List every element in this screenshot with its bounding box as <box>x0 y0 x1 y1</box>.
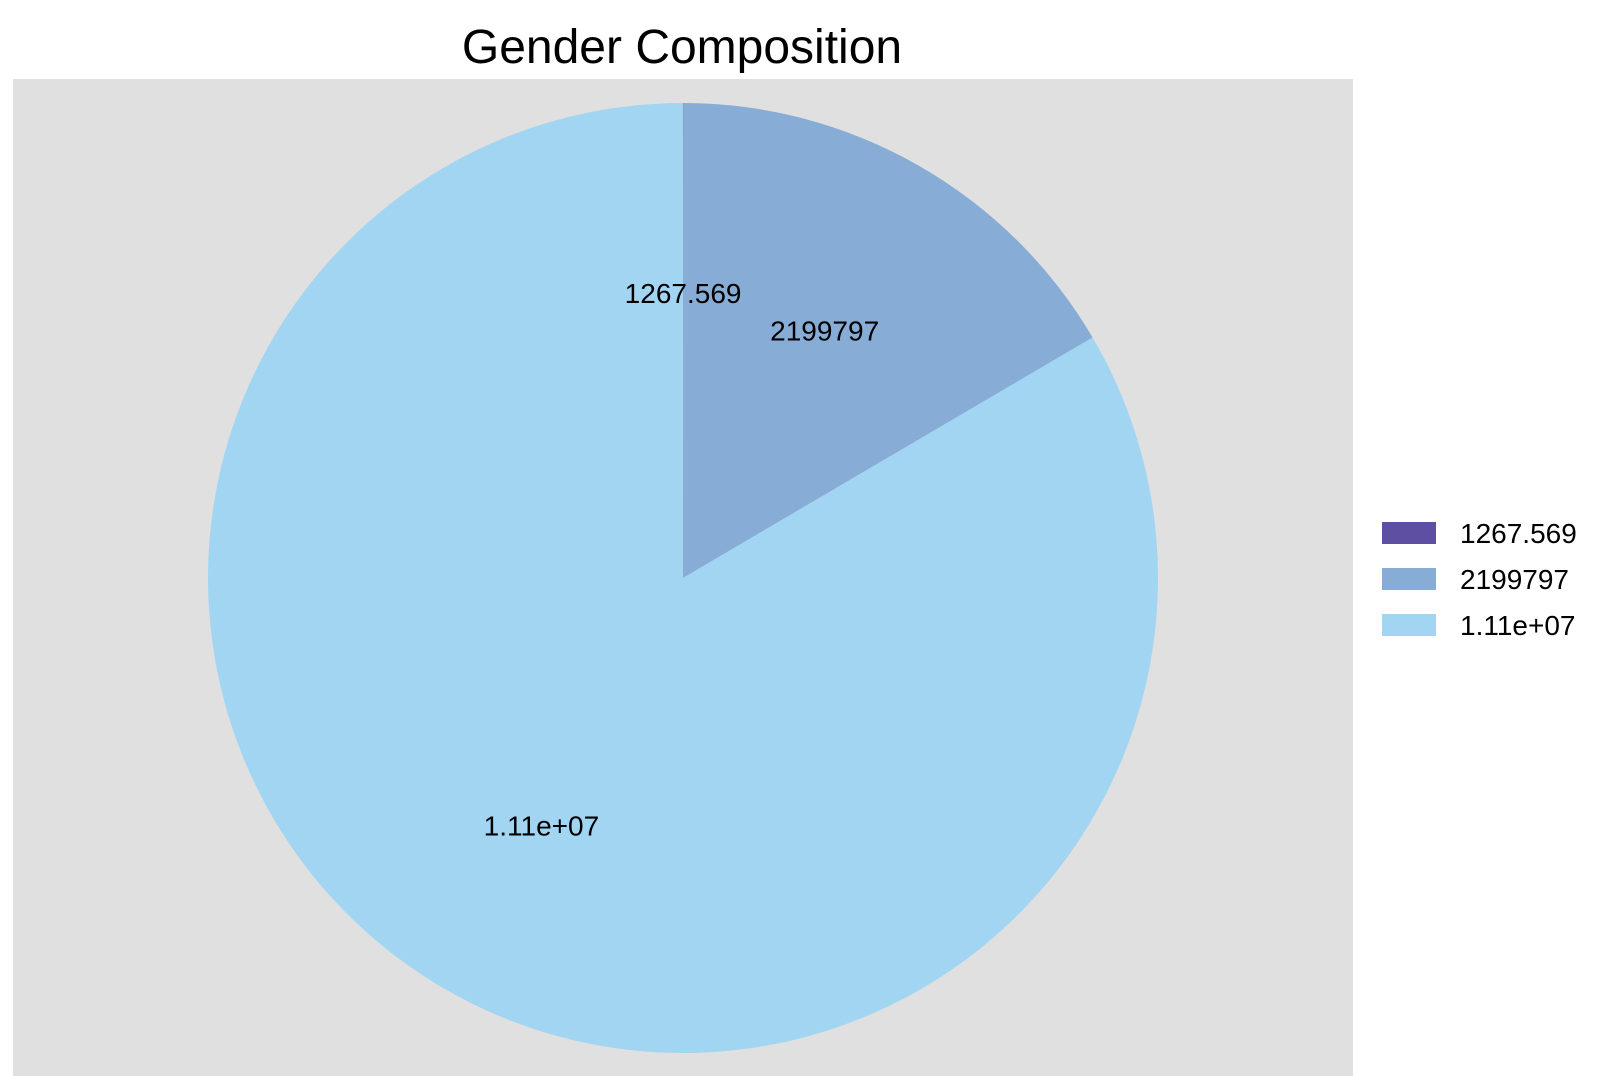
legend-key-1 <box>1382 522 1436 544</box>
legend-label-1: 1267.569 <box>1460 518 1577 549</box>
pie-slice-2 <box>683 103 1093 578</box>
legend-label-3: 1.11e+07 <box>1460 610 1576 641</box>
legend-key-3 <box>1382 614 1436 636</box>
slice-label-2: 2199797 <box>770 316 879 347</box>
chart-title: Gender Composition <box>462 21 902 74</box>
legend-label-2: 2199797 <box>1460 564 1569 595</box>
legend: 1267.569 2199797 1.11e+07 <box>1382 518 1577 641</box>
slice-label-1: 1267.569 <box>625 278 742 309</box>
pie-slice-labels: 1267.569 2199797 1.11e+07 <box>484 278 879 841</box>
pie-slice-3 <box>207 103 1159 1053</box>
slice-label-3: 1.11e+07 <box>484 810 600 841</box>
legend-key-2 <box>1382 568 1436 590</box>
pie-slices <box>207 103 1159 1053</box>
